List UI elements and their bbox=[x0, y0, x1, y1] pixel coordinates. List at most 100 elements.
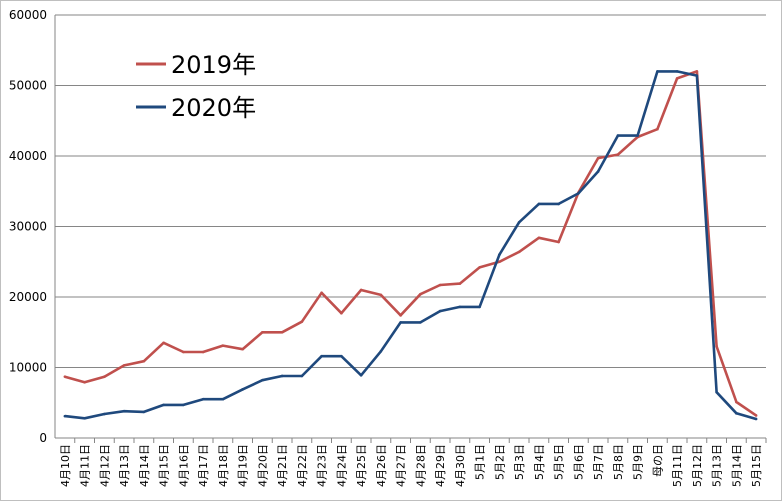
x-tick-label: 4月24日 bbox=[335, 444, 348, 487]
data-point bbox=[675, 77, 679, 80]
x-tick-label: 4月12日 bbox=[98, 444, 111, 487]
data-point bbox=[557, 240, 560, 244]
data-point bbox=[537, 236, 541, 240]
data-point bbox=[537, 202, 541, 206]
data-point bbox=[122, 409, 126, 413]
x-tick-label: 4月18日 bbox=[217, 444, 230, 487]
series-line-2020年 bbox=[64, 70, 757, 421]
data-point bbox=[103, 375, 106, 378]
data-point bbox=[241, 347, 244, 351]
data-point bbox=[201, 350, 205, 354]
data-point bbox=[517, 220, 521, 224]
x-tick-label: 4月28日 bbox=[414, 444, 427, 487]
data-point bbox=[280, 330, 284, 334]
data-point bbox=[478, 266, 481, 269]
x-tick-label: 母の日 bbox=[651, 444, 664, 477]
data-point bbox=[695, 70, 699, 73]
y-tick-label: 20000 bbox=[9, 290, 47, 304]
x-tick-label: 4月30日 bbox=[454, 444, 467, 487]
data-point bbox=[577, 192, 580, 195]
x-tick-label: 5月5日 bbox=[553, 444, 566, 480]
data-point bbox=[103, 412, 106, 416]
x-tick-label: 5月7日 bbox=[592, 444, 605, 480]
data-point bbox=[320, 354, 323, 358]
data-point bbox=[656, 70, 659, 73]
data-point bbox=[142, 359, 146, 363]
data-point bbox=[320, 291, 323, 295]
y-tick-label: 50000 bbox=[9, 79, 47, 93]
data-point bbox=[359, 288, 363, 292]
data-point bbox=[517, 250, 521, 254]
data-point bbox=[182, 403, 185, 407]
legend-label-2019: 2019年 bbox=[171, 51, 256, 79]
data-point bbox=[162, 341, 165, 345]
data-point bbox=[201, 397, 205, 401]
data-point bbox=[596, 170, 600, 173]
data-point bbox=[596, 156, 600, 160]
data-point bbox=[241, 388, 244, 391]
data-point bbox=[261, 330, 264, 334]
y-tick-label: 0 bbox=[39, 431, 47, 445]
data-point bbox=[261, 378, 264, 382]
data-point bbox=[715, 345, 718, 348]
data-point bbox=[63, 375, 67, 378]
data-point bbox=[280, 374, 284, 378]
series-lines bbox=[63, 70, 758, 421]
data-point bbox=[636, 134, 639, 137]
data-point bbox=[754, 414, 758, 417]
data-point bbox=[340, 311, 343, 315]
y-tick-label: 10000 bbox=[9, 361, 47, 375]
data-point bbox=[122, 364, 126, 367]
x-tick-label: 4月20日 bbox=[256, 444, 269, 487]
data-point bbox=[83, 416, 86, 420]
x-tick-label: 4月16日 bbox=[177, 444, 190, 487]
x-tick-label: 5月6日 bbox=[572, 444, 585, 480]
data-point bbox=[754, 417, 758, 421]
data-point bbox=[498, 253, 501, 256]
data-point bbox=[695, 74, 699, 77]
data-point bbox=[458, 305, 462, 309]
x-tick-label: 4月19日 bbox=[237, 444, 250, 487]
gridlines bbox=[54, 14, 767, 443]
data-point bbox=[379, 349, 383, 353]
x-tick-label: 4月27日 bbox=[395, 444, 408, 487]
x-tick-label: 4月10日 bbox=[59, 444, 72, 487]
x-tick-label: 4月21日 bbox=[276, 444, 289, 487]
x-tick-label: 4月23日 bbox=[316, 444, 329, 487]
data-point bbox=[182, 350, 185, 354]
x-tick-label: 5月12日 bbox=[691, 444, 704, 487]
data-point bbox=[616, 134, 620, 137]
data-point bbox=[419, 292, 422, 296]
data-point bbox=[63, 414, 67, 418]
data-point bbox=[221, 344, 225, 347]
data-point bbox=[399, 314, 402, 317]
data-point bbox=[359, 373, 363, 377]
data-point bbox=[162, 403, 165, 407]
data-point bbox=[399, 321, 402, 324]
data-point bbox=[715, 390, 718, 394]
x-tick-label: 5月4日 bbox=[533, 444, 546, 480]
data-point bbox=[221, 397, 225, 401]
series-line-2019年 bbox=[64, 70, 757, 417]
data-point bbox=[438, 283, 442, 287]
x-tick-label: 4月29日 bbox=[434, 444, 447, 487]
y-tick-label: 30000 bbox=[9, 220, 47, 234]
data-point bbox=[735, 400, 738, 404]
legend-label-2020: 2020年 bbox=[171, 94, 256, 122]
x-tick-label: 4月14日 bbox=[138, 444, 151, 487]
data-point bbox=[379, 293, 383, 297]
x-tick-label: 4月15日 bbox=[158, 444, 171, 487]
data-point bbox=[438, 309, 442, 313]
data-point bbox=[142, 410, 146, 414]
data-point bbox=[300, 374, 304, 378]
data-point bbox=[458, 282, 462, 285]
x-axis-ticks: 4月10日 4月11日 4月12日 4月13日 4月14日 4月15日 4月16日 4月17日… bbox=[59, 444, 763, 487]
data-point bbox=[83, 381, 86, 384]
x-tick-label: 5月14日 bbox=[730, 444, 743, 487]
x-tick-label: 4月13日 bbox=[118, 444, 131, 487]
x-tick-label: 5月11日 bbox=[671, 444, 684, 487]
data-point bbox=[300, 320, 304, 323]
x-tick-label: 4月26日 bbox=[375, 444, 388, 487]
x-tick-label: 4月22日 bbox=[296, 444, 309, 487]
